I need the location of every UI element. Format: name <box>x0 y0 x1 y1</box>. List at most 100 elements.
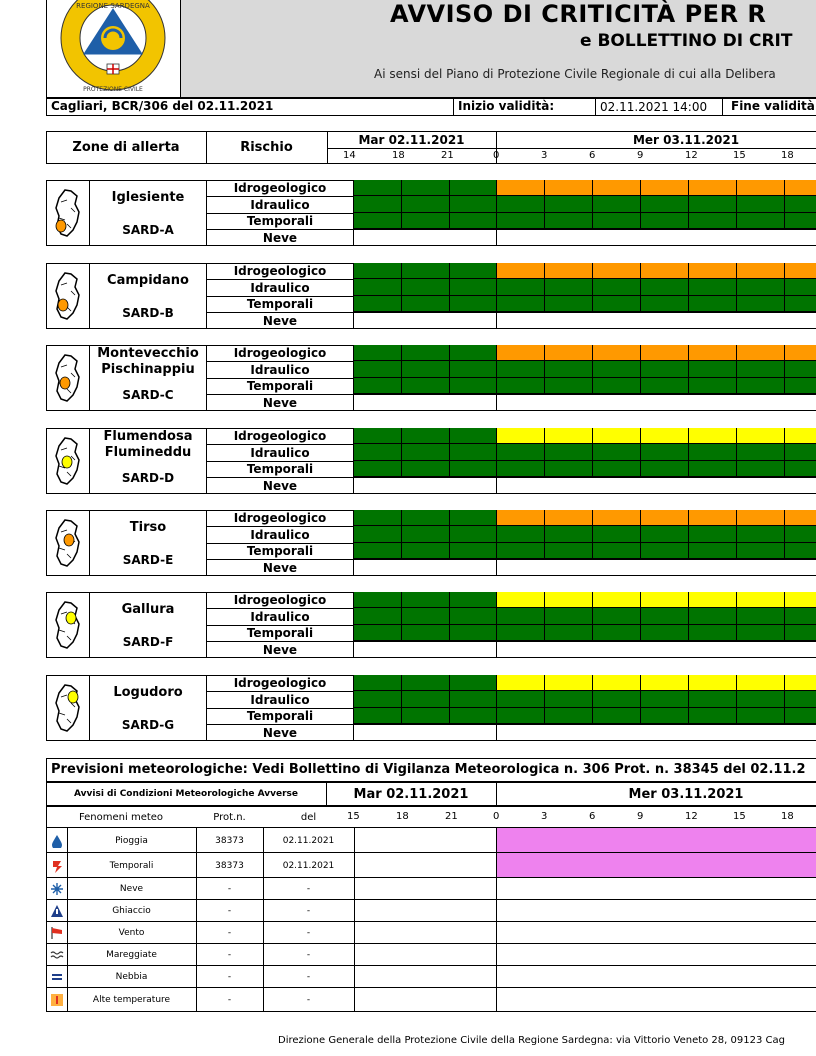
neve-divider <box>496 394 497 411</box>
alert-cell <box>497 526 545 543</box>
meteo-day2: Mer 03.11.2021 <box>628 786 744 802</box>
thunderstorm-icon <box>53 861 62 873</box>
meteo-col-line <box>354 966 355 988</box>
alert-cell <box>545 196 593 213</box>
alert-cell <box>450 708 497 724</box>
page-description: Ai sensi del Piano di Protezione Civile … <box>374 67 776 81</box>
grid-header-hline <box>327 148 816 149</box>
neve-divider <box>496 477 497 494</box>
alert-cell <box>785 279 816 296</box>
zone-divider <box>89 675 90 741</box>
alert-cell <box>689 592 737 608</box>
alert-cell <box>450 196 497 213</box>
start-value-box <box>595 98 723 116</box>
alert-cell <box>785 345 816 361</box>
zone-code: SARD-B <box>122 306 174 320</box>
alert-cell <box>450 180 497 196</box>
alert-cell <box>689 345 737 361</box>
alert-cell <box>593 345 641 361</box>
page-title: AVVISO DI CRITICITÀ PER R <box>390 0 767 28</box>
alert-cell <box>689 691 737 708</box>
risk-label: Idraulico <box>250 445 310 460</box>
neve-divider <box>496 312 497 329</box>
alert-cell <box>354 461 402 477</box>
windsock-icon <box>51 927 62 939</box>
alert-cell <box>450 378 497 394</box>
alert-cell <box>785 543 816 559</box>
meteo-col-line <box>496 922 497 944</box>
meteo-row <box>46 828 816 853</box>
meteo-del: - <box>306 906 311 916</box>
alert-cell <box>402 625 450 641</box>
alert-cell <box>785 608 816 625</box>
zones-header: Zone di allerta <box>72 140 180 155</box>
alert-cell <box>545 461 593 477</box>
alert-cell <box>593 213 641 229</box>
alert-cell <box>402 263 450 279</box>
meteo-alert-band <box>497 853 816 877</box>
alert-cell <box>402 543 450 559</box>
alert-cell <box>354 345 402 361</box>
alert-cell <box>641 526 689 543</box>
alert-cell <box>450 279 497 296</box>
zone-divider <box>89 428 90 494</box>
alert-cell <box>737 263 785 279</box>
alert-cell <box>497 444 545 461</box>
alert-cell <box>593 461 641 477</box>
risk-label: Idrogeologico <box>233 511 327 525</box>
risk-label: Idrogeologico <box>233 346 327 360</box>
meteo-row <box>46 944 816 966</box>
alert-cell <box>354 675 402 691</box>
avvisi-label: Avvisi di Condizioni Meteorologiche Avve… <box>74 789 298 799</box>
meteo-col-line <box>496 900 497 922</box>
page-subtitle: e BOLLETTINO DI CRIT <box>580 31 793 51</box>
alert-cell <box>593 378 641 394</box>
risk-row-line <box>206 724 816 725</box>
alert-cell <box>689 675 737 691</box>
alert-cell <box>593 526 641 543</box>
risk-row-line <box>206 559 816 560</box>
hour-tick: 6 <box>589 150 596 161</box>
alert-cell <box>354 608 402 625</box>
alert-cell <box>354 428 402 444</box>
alert-cell <box>402 592 450 608</box>
alert-cell <box>354 625 402 641</box>
alert-cell <box>497 279 545 296</box>
risk-row-line <box>206 229 816 230</box>
alert-cell <box>785 592 816 608</box>
alert-cell <box>737 378 785 394</box>
alert-cell <box>450 592 497 608</box>
alert-cell <box>450 625 497 641</box>
alert-cell <box>689 608 737 625</box>
meteo-del: - <box>306 950 311 960</box>
grid-header <box>46 131 816 164</box>
hour-tick: 18 <box>781 150 794 161</box>
meteo-hour-tick: 15 <box>733 811 746 822</box>
meteo-day1: Mar 02.11.2021 <box>353 786 469 802</box>
alert-cell <box>593 510 641 526</box>
alert-cell <box>785 196 816 213</box>
alert-cell <box>402 428 450 444</box>
alert-cell <box>737 361 785 378</box>
meteo-hour-tick: 3 <box>541 811 548 822</box>
alert-cell <box>641 675 689 691</box>
alert-cell <box>737 708 785 724</box>
risk-label: Idraulico <box>250 527 310 542</box>
risk-label: Neve <box>262 230 298 245</box>
title-banner <box>181 0 816 98</box>
logo-ring-text-bottom: PROTEZIONE CIVILE <box>83 86 143 93</box>
hour-tick: 21 <box>441 150 454 161</box>
zone-name: Flumendosa <box>103 428 193 444</box>
meteo-col-line <box>354 988 355 1012</box>
risk-label: Idrogeologico <box>233 429 327 443</box>
meteo-col-line <box>196 988 197 1012</box>
meteo-del: - <box>306 972 311 982</box>
meteo-phenomenon: Vento <box>118 928 145 938</box>
zone-code: SARD-D <box>121 471 175 485</box>
alert-cell <box>545 543 593 559</box>
risk-row-line <box>206 394 816 395</box>
alert-cell <box>497 296 545 312</box>
sardinia-map-icon <box>55 519 80 567</box>
alert-cell <box>497 691 545 708</box>
meteo-prot: - <box>227 972 232 982</box>
